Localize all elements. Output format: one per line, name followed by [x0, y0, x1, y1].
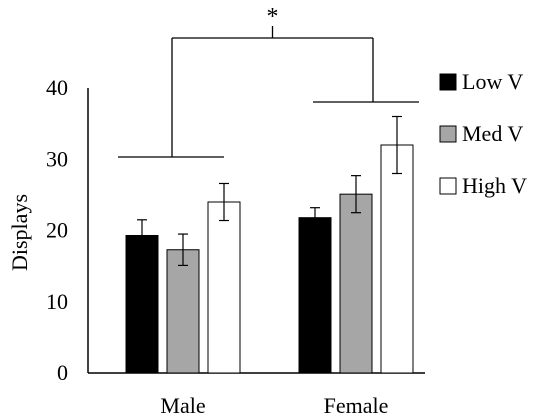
- legend-label: Low V: [462, 69, 523, 94]
- y-tick-label: 20: [46, 218, 68, 243]
- bars-group: [125, 144, 414, 374]
- error-bars-group: [137, 115, 402, 267]
- x-tick-label: Female: [324, 393, 389, 418]
- significance-label: *: [267, 4, 279, 30]
- y-tick-label: 10: [46, 289, 68, 314]
- labels-group: 0 10 20 30 40 Displays Male Female: [7, 75, 388, 418]
- bar: [298, 217, 332, 374]
- y-axis-title: Displays: [7, 194, 32, 271]
- bar: [207, 201, 241, 374]
- x-tick-label: Male: [160, 393, 205, 418]
- significance-group: *: [118, 4, 419, 158]
- legend-swatch: [439, 125, 457, 143]
- y-tick-label: 30: [46, 146, 68, 171]
- legend-swatch: [439, 73, 457, 91]
- bar: [339, 193, 373, 374]
- bar: [125, 234, 159, 374]
- legend-swatch: [439, 177, 457, 195]
- legend-label: High V: [462, 173, 527, 198]
- legend-label: Med V: [462, 121, 523, 146]
- y-tick-label: 40: [46, 75, 68, 100]
- y-tick-label: 0: [57, 360, 68, 385]
- bar: [166, 249, 200, 374]
- bar: [380, 144, 414, 374]
- legend-group: Low V Med V High V: [439, 69, 527, 198]
